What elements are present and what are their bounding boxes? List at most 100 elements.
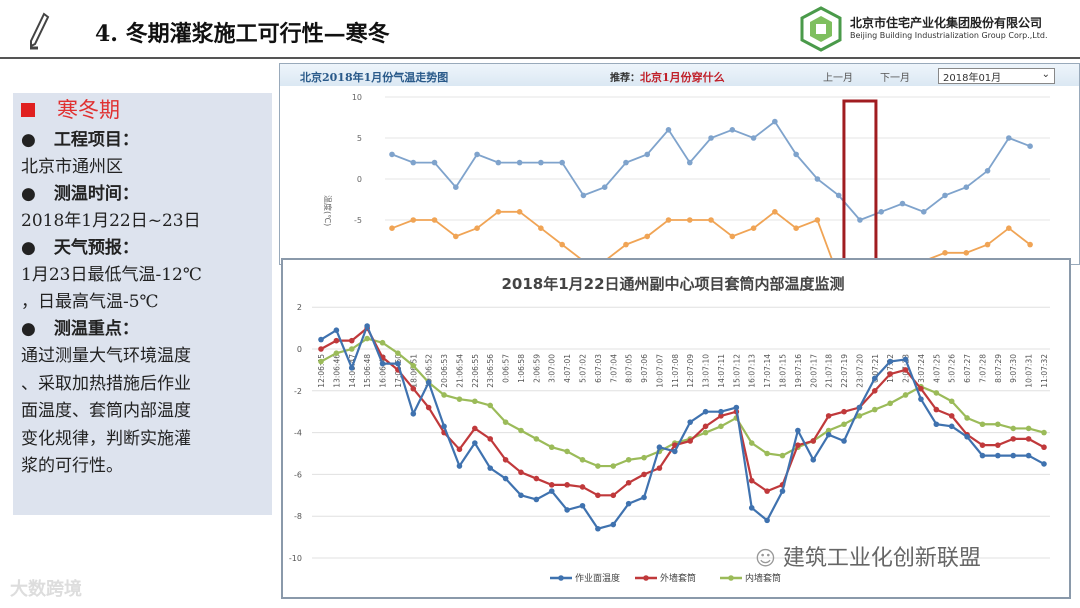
panel-text: 2018年1月22日~23日 [21, 211, 201, 231]
legend-marker [558, 575, 564, 581]
data-point [495, 159, 502, 166]
data-point [984, 168, 991, 174]
data-point [502, 456, 509, 463]
data-point [395, 360, 401, 367]
month-select[interactable]: 2018年01月 ⌄ [938, 68, 1055, 84]
data-point [708, 135, 714, 141]
data-point [779, 488, 786, 494]
data-point [835, 192, 842, 199]
data-point [948, 423, 955, 430]
watermark-right-text: 建筑工业化创新联盟 [782, 546, 981, 571]
x-tick-label: 14:06:47 [348, 354, 357, 388]
data-point [810, 438, 817, 444]
x-tick-label: 2:06:59 [532, 354, 541, 383]
data-point [871, 388, 878, 394]
panel-text: 北京市通州区 [21, 157, 123, 177]
legend-label: 外墙套筒 [660, 572, 696, 584]
prev-month-button[interactable]: 上一月 [823, 73, 853, 84]
data-point [878, 209, 885, 215]
data-point [495, 209, 502, 215]
data-point [1025, 436, 1032, 442]
panel-text: 通过测量大气环境温度 [21, 346, 191, 366]
data-point [318, 358, 324, 365]
y-axis-label: 温度(℃) [323, 195, 333, 226]
x-tick-label: 22:07:19 [840, 354, 849, 388]
data-point [453, 233, 459, 240]
data-point [995, 421, 1001, 428]
data-point [623, 241, 629, 248]
data-point [1041, 429, 1047, 436]
data-point [964, 415, 970, 421]
data-point [644, 151, 651, 158]
data-point [748, 477, 755, 484]
data-point [1027, 241, 1033, 248]
next-month-button[interactable]: 下一月 [880, 73, 910, 84]
recommend-link[interactable]: 北京1月份穿什么 [640, 71, 725, 84]
data-point [687, 438, 693, 444]
data-point [1006, 135, 1012, 141]
x-tick-label: 13:06:46 [332, 354, 341, 388]
x-tick-label: 11:07:08 [671, 354, 680, 388]
pencil-icon [28, 12, 50, 54]
data-point [379, 360, 386, 367]
x-tick-label: 22:06:55 [471, 354, 480, 388]
data-point [793, 225, 799, 231]
x-tick-label: 15:07:12 [732, 354, 741, 388]
data-point [933, 421, 940, 428]
x-tick-label: 5:07:02 [579, 354, 588, 383]
data-point [702, 429, 709, 436]
chevron-down-icon: ⌄ [1041, 69, 1050, 80]
data-point [625, 456, 632, 463]
data-point [1025, 452, 1032, 459]
data-point [1025, 425, 1032, 432]
x-tick-label: 11:07:32 [1040, 354, 1049, 388]
data-point [902, 367, 909, 373]
data-point [456, 446, 463, 453]
data-point [979, 421, 986, 428]
data-point [610, 492, 617, 499]
data-point [410, 362, 417, 369]
data-point [793, 151, 799, 158]
data-point [333, 337, 340, 344]
data-point [548, 482, 555, 488]
data-point [410, 385, 417, 392]
data-point [1010, 436, 1017, 442]
bullet-icon: ● [21, 319, 36, 339]
panel-heading-text: 测温时间： [53, 184, 139, 204]
data-point [750, 135, 757, 141]
y-tick-label: -10 [289, 554, 302, 563]
data-point [641, 494, 647, 501]
data-point [702, 408, 709, 415]
data-point [748, 505, 755, 511]
data-point [472, 398, 478, 405]
x-tick-label: 8:07:29 [994, 354, 1003, 383]
data-point [410, 410, 417, 417]
data-point [564, 482, 570, 488]
data-point [764, 517, 770, 524]
wechat-icon: ☺ [755, 546, 776, 570]
x-tick-label: 1:06:58 [517, 354, 526, 383]
data-point [718, 413, 724, 419]
data-point [871, 406, 878, 413]
x-tick-label: 19:06:52 [425, 354, 434, 388]
y-tick-label: 2 [297, 303, 302, 312]
data-point [487, 465, 494, 471]
data-point [318, 346, 324, 352]
x-tick-label: 9:07:30 [1009, 354, 1018, 383]
watermark-right: ☺ 建筑工业化创新联盟 [755, 540, 981, 572]
data-point [810, 456, 817, 463]
panel-text: ，日最高气温-5℃ [21, 292, 159, 312]
data-point [1041, 444, 1047, 451]
panel-text: 面温度、套筒内部温度 [21, 401, 191, 421]
data-point [750, 225, 757, 231]
bullet-icon: ● [21, 130, 36, 150]
data-point [601, 184, 608, 190]
header-divider [0, 57, 1080, 59]
data-point [348, 346, 355, 352]
red-square-icon [21, 103, 35, 117]
data-point [487, 402, 494, 409]
data-point [841, 438, 847, 444]
data-point [579, 502, 586, 509]
data-point [516, 209, 523, 215]
data-point [920, 209, 927, 215]
